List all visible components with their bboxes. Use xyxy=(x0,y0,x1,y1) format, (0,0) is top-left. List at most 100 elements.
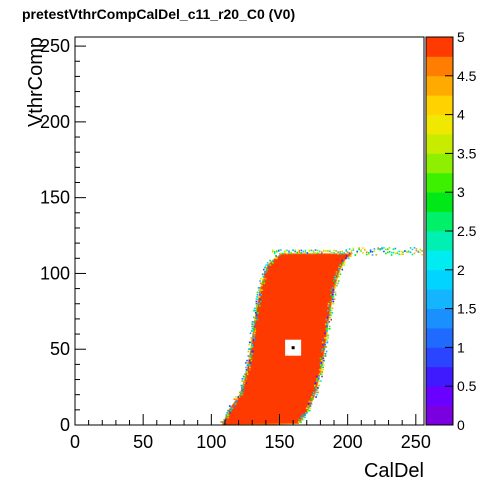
heatmap-cell xyxy=(388,247,391,249)
heatmap-cell xyxy=(356,250,358,253)
heatmap-cell xyxy=(327,302,330,305)
heatmap-cell xyxy=(324,332,326,335)
heatmap-cell xyxy=(248,343,250,346)
heatmap-cell xyxy=(264,266,266,269)
heatmap-cell xyxy=(234,403,236,405)
heatmap-cell xyxy=(356,251,358,254)
heatmap-cell xyxy=(306,252,309,254)
heatmap-cell xyxy=(312,250,315,252)
heatmap-cell xyxy=(248,364,250,366)
heatmap-cell xyxy=(271,250,274,253)
color-scale-bin xyxy=(426,192,453,212)
heatmap-cell xyxy=(268,266,271,269)
heatmap-cell xyxy=(247,350,250,353)
heatmap-cell xyxy=(341,259,344,262)
heatmap-cell xyxy=(345,255,348,257)
heatmap-cell xyxy=(322,362,324,364)
heatmap-cell xyxy=(239,391,241,394)
heatmap-cell xyxy=(318,384,321,387)
heatmap-cell xyxy=(253,321,255,323)
heatmap-cell xyxy=(278,249,280,252)
heatmap-cell xyxy=(308,400,310,403)
color-scale-label: 5 xyxy=(457,29,465,45)
color-scale-bin xyxy=(426,114,453,135)
color-scale-label: 4 xyxy=(457,107,465,123)
heatmap-cell xyxy=(307,405,309,407)
heatmap-cell xyxy=(308,405,311,407)
heatmap-cell xyxy=(255,302,258,305)
heatmap-cell xyxy=(286,249,288,252)
heatmap-cell xyxy=(259,298,261,300)
y-axis: 0 50 100 150 200 250 xyxy=(40,36,86,435)
heatmap-cell xyxy=(345,250,348,253)
heatmap-cell xyxy=(260,277,262,280)
heatmap-cell xyxy=(256,291,259,294)
heatmap-cell xyxy=(254,330,257,332)
heatmap-cell xyxy=(310,252,313,255)
heatmap-cell xyxy=(284,250,286,252)
color-scale-label: 1.5 xyxy=(457,301,477,317)
x-tick-label: 100 xyxy=(196,432,226,452)
heatmap-cell xyxy=(334,287,336,289)
heatmap-cell xyxy=(311,396,313,398)
heatmap-cell xyxy=(321,251,323,253)
heatmap-cell xyxy=(350,249,353,252)
heatmap-cell xyxy=(413,252,416,255)
heatmap-cell xyxy=(333,277,336,280)
heatmap-cell xyxy=(265,271,268,273)
heatmap-cell xyxy=(322,357,325,360)
heatmap-cell xyxy=(301,418,304,421)
heatmap-cell xyxy=(332,300,335,303)
heatmap-cell xyxy=(421,250,423,252)
heatmap-cell xyxy=(260,289,262,291)
heatmap-cell xyxy=(381,248,383,250)
heatmap-cell xyxy=(263,280,265,282)
heatmap-cell xyxy=(304,416,306,419)
heatmap-cell xyxy=(321,373,324,375)
heatmap-cell xyxy=(246,373,249,375)
heatmap-cell xyxy=(280,249,282,251)
heatmap-cell xyxy=(240,384,243,387)
heatmap-cell xyxy=(319,364,322,366)
heatmap-cell xyxy=(337,252,339,255)
heatmap-cell xyxy=(333,280,335,282)
color-scale-label: 0.5 xyxy=(457,378,477,394)
heatmap-cell xyxy=(272,262,274,264)
heatmap-cells xyxy=(220,246,423,425)
heatmap-cell xyxy=(334,293,337,296)
heatmap-cell xyxy=(390,251,393,254)
heatmap-cell xyxy=(250,346,252,348)
heatmap-cell xyxy=(328,314,331,316)
heatmap-cell xyxy=(340,266,342,269)
y-tick-label: 150 xyxy=(40,188,70,208)
heatmap-cell xyxy=(262,273,265,275)
heatmap-cell xyxy=(258,287,260,289)
heatmap-cell xyxy=(221,421,224,423)
heatmap-cell xyxy=(325,328,327,330)
heatmap-cell xyxy=(352,247,355,250)
heatmap-cell xyxy=(310,400,312,403)
heatmap-cell xyxy=(255,316,258,319)
heatmap-cell xyxy=(259,300,262,303)
heatmap-cell xyxy=(246,371,248,373)
heatmap-cell xyxy=(253,307,256,310)
heatmap-cell xyxy=(367,253,370,255)
heatmap-cell xyxy=(252,334,255,337)
heatmap-cell xyxy=(245,371,247,373)
heatmap-cell xyxy=(249,355,252,357)
heatmap-cell xyxy=(329,312,331,314)
color-scale-label: 4.5 xyxy=(457,68,477,84)
heatmap-cell xyxy=(318,375,320,378)
heatmap-cell xyxy=(278,255,281,257)
heatmap-cell xyxy=(314,249,317,251)
heatmap-cell xyxy=(256,293,259,296)
heatmap-cell xyxy=(326,341,328,344)
x-tick-label: 250 xyxy=(401,432,431,452)
heatmap-cell xyxy=(360,249,362,251)
heatmap-cell xyxy=(417,250,420,253)
heatmap-cell xyxy=(394,247,397,250)
heatmap-cell xyxy=(341,268,344,271)
heatmap-cell xyxy=(280,252,282,255)
heatmap-cell xyxy=(332,291,334,294)
